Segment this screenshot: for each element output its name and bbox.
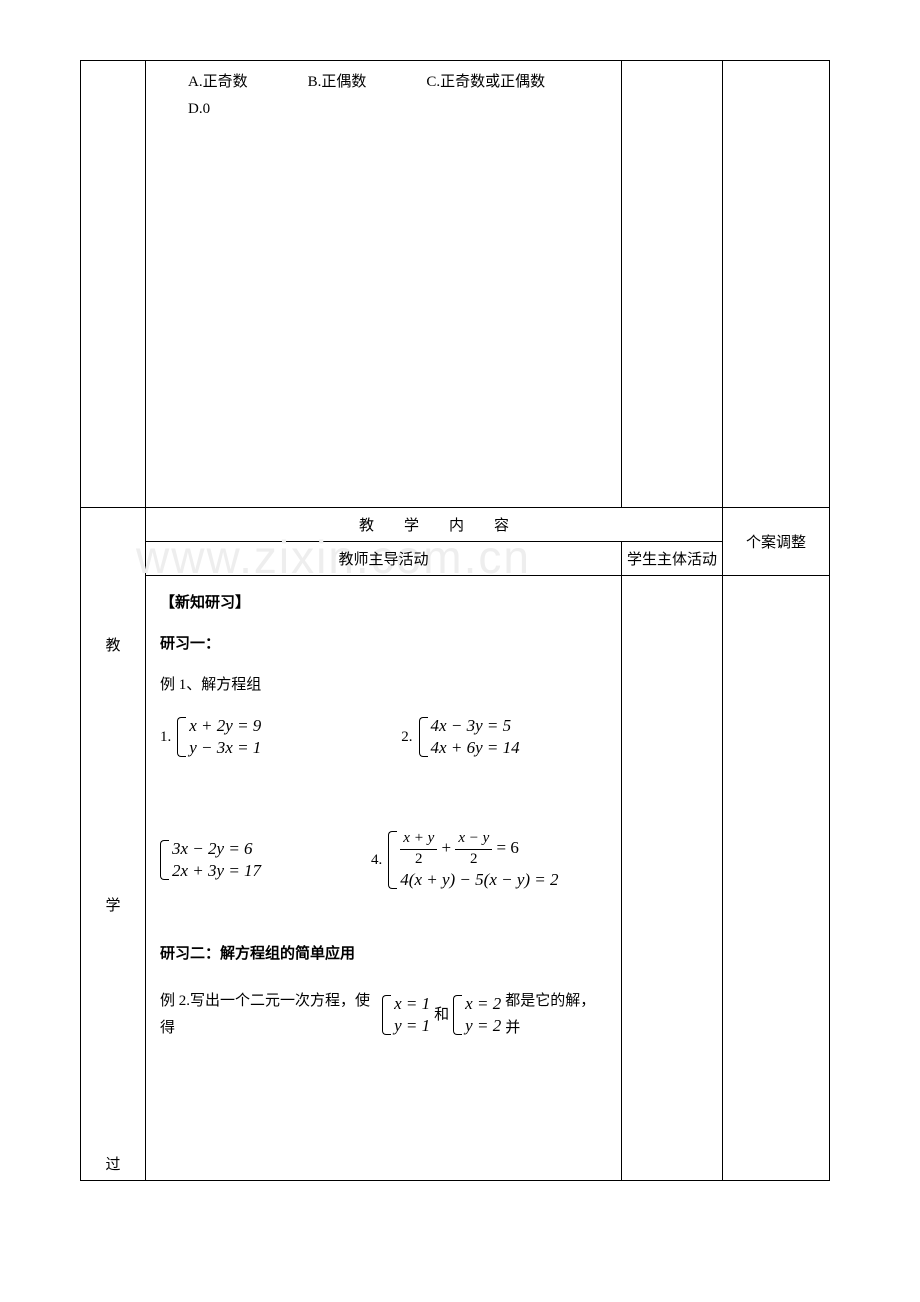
options-line: A.正奇数 B.正偶数 C.正奇数或正偶数 D.0 — [160, 69, 607, 123]
header-title-text: 教 学 内 容 — [359, 518, 509, 534]
side-char-3: 过 — [85, 1153, 141, 1174]
header-student-text: 学生主体活动 — [627, 552, 717, 568]
eq1-label: 1. — [160, 724, 171, 751]
header-title: 教 学 内 容 — [146, 508, 723, 542]
eq4-line2: 4(x + y) − 5(x − y) = 2 — [400, 869, 558, 891]
ex2-g2-l2: y = 2 — [465, 1015, 501, 1037]
ex2-prefix: 例 2.写出一个二元一次方程，使得 — [160, 988, 378, 1042]
eq2-line1: 4x − 3y = 5 — [431, 715, 520, 737]
header-adjust-text: 个案调整 — [746, 535, 806, 551]
eq4-frac1-num: x + y — [400, 829, 437, 850]
equation-4: 4. x + y2 + x − y2 = 6 4(x + y) − 5(x − … — [371, 829, 558, 891]
subsection-1: 研习一： — [160, 631, 607, 658]
eq3-line2: 2x + 3y = 17 — [172, 860, 261, 882]
example-2: 例 2.写出一个二元一次方程，使得 x = 1 y = 1 和 x = 2 y … — [160, 988, 607, 1042]
upper-content-cell: A.正奇数 B.正偶数 C.正奇数或正偶数 D.0 — [146, 61, 622, 508]
side-char-2: 学 — [85, 894, 141, 915]
eq1-line2: y − 3x = 1 — [189, 737, 261, 759]
example-1-label: 例 1、解方程组 — [160, 672, 607, 699]
equation-1: 1. x + 2y = 9 y − 3x = 1 — [160, 715, 261, 759]
student-activity-cell — [622, 576, 723, 1181]
ex2-g1-l2: y = 1 — [394, 1015, 430, 1037]
eq4-label: 4. — [371, 847, 382, 874]
section-title-1: 【新知研习】 — [160, 590, 607, 617]
header-teacher: www.zixin.com.cn 教师主导活动 — [146, 542, 622, 576]
eq4-plus: + — [441, 838, 455, 857]
upper-col-3 — [622, 61, 723, 508]
header-adjust: 个案调整 — [723, 508, 830, 576]
eq4-frac1-den: 2 — [400, 850, 437, 870]
eq2-line2: 4x + 6y = 14 — [431, 737, 520, 759]
eq4-line1: x + y2 + x − y2 = 6 — [400, 829, 558, 869]
equation-3: 3x − 2y = 6 2x + 3y = 17 — [160, 829, 261, 891]
upper-col-4 — [723, 61, 830, 508]
subsection-2: 研习二：解方程组的简单应用 — [160, 941, 607, 968]
eq4-frac2-den: 2 — [455, 850, 492, 870]
header-teacher-text: 教师主导活动 — [338, 552, 428, 568]
eq2-label: 2. — [401, 724, 412, 751]
adjust-cell — [723, 576, 830, 1181]
main-content-cell: 【新知研习】 研习一： 例 1、解方程组 1. x + 2y = 9 y − 3… — [146, 576, 622, 1181]
header-student: 学生主体活动 — [622, 542, 723, 576]
eq4-tail: = 6 — [497, 838, 519, 857]
document-table: A.正奇数 B.正偶数 C.正奇数或正偶数 D.0 教 学 过 教 学 内 容 … — [80, 60, 830, 1181]
eq3-line1: 3x − 2y = 6 — [172, 838, 261, 860]
ex2-mid: 和 — [434, 1002, 449, 1029]
ex2-g2-l1: x = 2 — [465, 993, 501, 1015]
eq1-line1: x + 2y = 9 — [189, 715, 261, 737]
ex2-g1-l1: x = 1 — [394, 993, 430, 1015]
upper-side-cell — [81, 61, 146, 508]
side-char-1: 教 — [85, 634, 141, 655]
ex2-suffix: 都是它的解，并 — [505, 988, 607, 1042]
eq4-frac2-num: x − y — [455, 829, 492, 850]
side-label-cell: 教 学 过 — [81, 508, 146, 1181]
equation-2: 2. 4x − 3y = 5 4x + 6y = 14 — [401, 715, 519, 759]
